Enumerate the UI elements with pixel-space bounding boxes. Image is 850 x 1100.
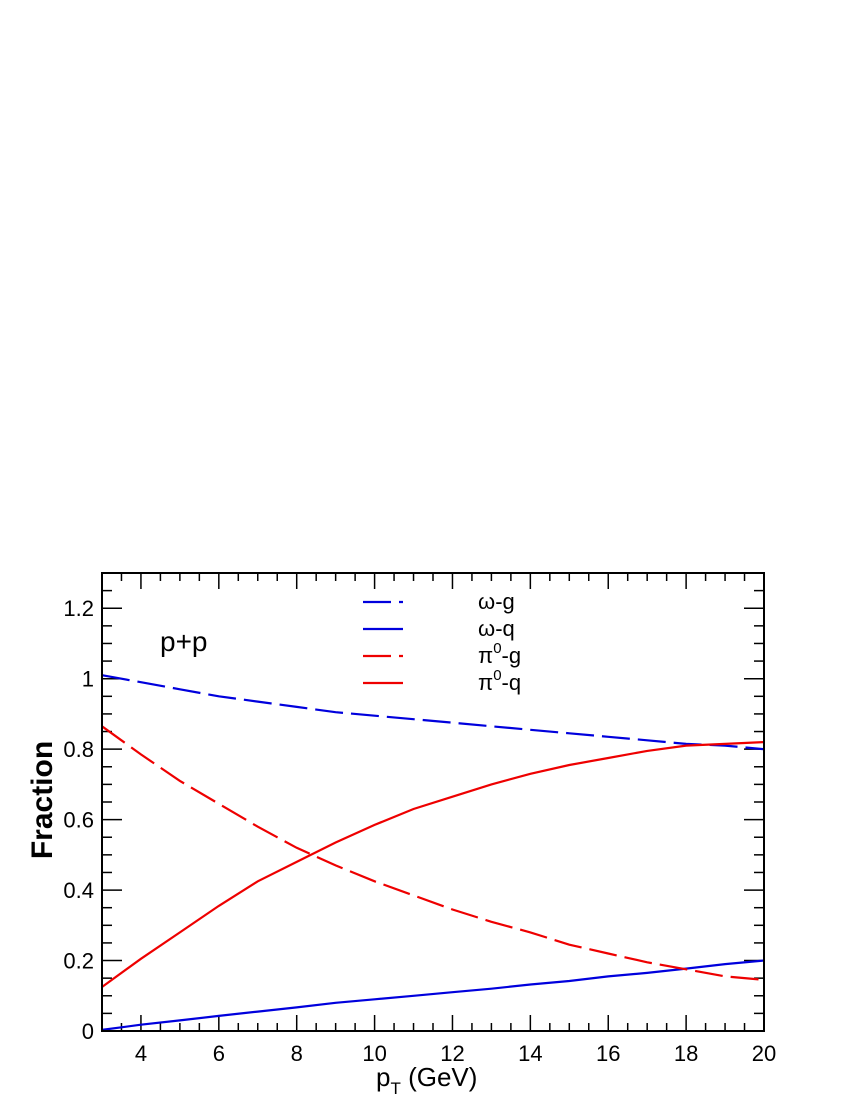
x-axis-title-main: p [376,1062,390,1092]
legend-label-2: π0-g [478,640,521,668]
y-tick-label: 0 [82,1019,94,1044]
x-tick-label: 14 [518,1041,542,1066]
legend-label-superscript: 0 [493,667,501,684]
legend-label-3: π0-q [478,667,521,695]
y-axis-title: Fraction [26,741,59,859]
y-tick-label: 1.2 [63,596,94,621]
legend-label-suffix: -q [495,616,515,641]
legend-label-base: ω [478,589,495,614]
series-line-0 [101,674,765,751]
legend-label-base: π [478,643,493,668]
legend-label-0: ω-g [478,589,515,614]
series-line-3 [101,741,765,988]
legend-label-1: ω-q [478,616,515,641]
y-tick-label: 0.4 [63,878,94,903]
x-axis-title-subscript: T [390,1079,400,1098]
annotation-label: p+p [160,626,208,657]
y-tick-label: 0.6 [63,808,94,833]
y-tick-label: 1 [82,667,94,692]
y-tick-label: 0.2 [63,949,94,974]
legend-label-superscript: 0 [493,640,501,657]
legend-label-suffix: -g [495,589,515,614]
legend: ω-gω-qπ0-gπ0-q [363,589,521,695]
x-tick-label: 6 [213,1041,225,1066]
x-tick-label: 16 [596,1041,620,1066]
series-line-1 [101,959,765,1031]
series-lines [101,674,765,1031]
legend-label-base: π [478,670,493,695]
x-tick-label: 4 [135,1041,147,1066]
y-tick-label: 0.8 [63,737,94,762]
x-tick-label: 20 [752,1041,776,1066]
x-axis-title-unit: (GeV) [401,1062,478,1092]
legend-label-suffix: -g [502,643,522,668]
series-line-2 [101,725,765,981]
x-tick-label: 12 [440,1041,464,1066]
x-tick-label: 10 [362,1041,386,1066]
x-axis-title: pT (GeV) [376,1062,477,1098]
legend-label-base: ω [478,616,495,641]
plot-frame [101,572,765,1032]
x-tick-label: 18 [674,1041,698,1066]
tick-labels: 4 6 8 10 12 14 16 18 20 0 0.2 0.4 0.6 0.8 1 1.2 [63,596,776,1066]
legend-label-suffix: -q [502,670,522,695]
x-tick-label: 8 [291,1041,303,1066]
